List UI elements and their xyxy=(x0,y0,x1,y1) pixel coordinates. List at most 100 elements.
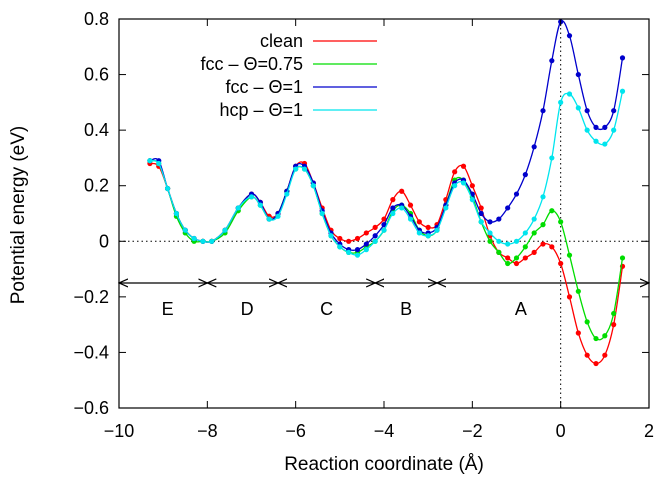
series-point xyxy=(147,158,153,164)
series-point xyxy=(478,210,484,217)
series-line xyxy=(149,161,624,365)
series-point xyxy=(540,222,546,228)
series-point xyxy=(540,108,546,114)
series-point xyxy=(200,238,206,244)
y-tick-label: 0 xyxy=(99,231,109,251)
series-point xyxy=(540,241,546,247)
series-point xyxy=(540,194,546,200)
axis-ticks: −10 −8 −6 −4 −2 0 2 −0.6 −0.4 −0.2 0 0.2 0.4 0.6 0.8 xyxy=(73,9,654,441)
series-point xyxy=(496,216,502,222)
region-label: D xyxy=(241,299,254,319)
series-point xyxy=(390,197,396,203)
series-point xyxy=(558,219,564,225)
series-point xyxy=(328,233,334,239)
series-point xyxy=(372,233,378,239)
series-point xyxy=(407,202,414,208)
region-label: B xyxy=(400,299,412,319)
series-point xyxy=(602,124,608,130)
series-point xyxy=(522,172,528,178)
series-point xyxy=(575,330,581,336)
region-label: E xyxy=(162,299,174,319)
series-point xyxy=(611,108,617,114)
series-point xyxy=(164,185,171,192)
series-point xyxy=(575,71,581,78)
series-point xyxy=(549,155,555,161)
series-point xyxy=(354,247,361,253)
x-tick-label: 0 xyxy=(556,421,566,441)
series-point xyxy=(505,255,511,261)
series-point xyxy=(222,227,228,233)
series-point xyxy=(593,360,599,367)
series-point xyxy=(460,180,467,186)
series-point xyxy=(248,194,255,200)
series-point xyxy=(496,249,502,255)
series-point xyxy=(566,91,573,97)
x-axis-label: Reaction coordinate (Å) xyxy=(284,454,484,475)
series-point xyxy=(619,255,626,261)
series-point xyxy=(487,238,493,244)
series-point xyxy=(531,144,537,150)
region-label: C xyxy=(320,299,333,319)
legend: clean fcc – Θ=0.75 fcc – Θ=1 hcp – Θ=1 xyxy=(200,31,377,120)
legend-label: clean xyxy=(260,31,303,51)
series-point xyxy=(363,247,369,253)
series-point xyxy=(611,322,617,328)
series-point xyxy=(549,208,555,214)
series-point xyxy=(513,238,520,244)
series-point xyxy=(191,235,197,242)
series-point xyxy=(425,233,431,239)
series-point xyxy=(275,213,281,219)
series-point xyxy=(522,255,528,261)
series-point xyxy=(584,127,590,133)
series-point xyxy=(602,141,608,147)
series-point xyxy=(566,252,573,258)
series-point xyxy=(235,205,241,211)
series-point xyxy=(156,160,162,167)
series-point xyxy=(593,124,599,130)
series-point xyxy=(602,352,608,358)
y-tick-label: 0.2 xyxy=(84,176,109,196)
series-point xyxy=(478,219,484,225)
series-point xyxy=(593,138,599,144)
series-point xyxy=(301,166,308,172)
series-point xyxy=(381,216,387,222)
series-point xyxy=(390,205,396,211)
y-tick-label: 0.4 xyxy=(84,120,109,140)
series-point xyxy=(619,88,626,94)
series-point xyxy=(434,227,440,233)
series-point xyxy=(354,252,361,258)
x-tick-label: −10 xyxy=(104,421,135,441)
series-point xyxy=(416,219,422,225)
legend-label: fcc – Θ=0.75 xyxy=(200,54,303,74)
series-point xyxy=(407,216,414,222)
series-point xyxy=(372,224,378,230)
series-point xyxy=(566,33,573,39)
series-point xyxy=(531,216,537,222)
y-tick-label: 0.6 xyxy=(84,65,109,85)
y-axis-label: Potential energy (eV) xyxy=(8,126,29,305)
series-point xyxy=(522,244,528,250)
series-point xyxy=(505,260,511,267)
series-point xyxy=(513,191,520,197)
legend-label: fcc – Θ=1 xyxy=(225,77,303,97)
series-point xyxy=(452,183,458,189)
series-point xyxy=(399,188,405,194)
series-point xyxy=(372,238,378,244)
series-point xyxy=(469,197,475,203)
series-point xyxy=(611,127,617,133)
series-point xyxy=(531,230,537,236)
series-line xyxy=(149,159,624,341)
x-tick-label: −6 xyxy=(285,421,306,441)
series-point xyxy=(566,294,573,300)
series-point xyxy=(363,230,369,236)
series-point xyxy=(390,210,396,217)
series-point xyxy=(381,227,387,233)
series-point xyxy=(549,244,555,250)
series-point xyxy=(505,241,511,247)
x-tick-label: −8 xyxy=(197,421,218,441)
series-point xyxy=(293,166,299,172)
series-point xyxy=(266,216,272,222)
series-point xyxy=(513,255,520,261)
